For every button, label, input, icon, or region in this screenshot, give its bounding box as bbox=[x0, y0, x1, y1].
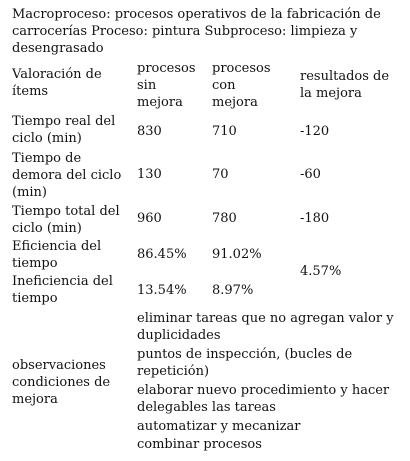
cell: 780 bbox=[212, 211, 237, 226]
observation: automatizar y mecanizar bbox=[137, 419, 301, 434]
cell: 91.02% bbox=[212, 247, 262, 262]
column-header: resultados de la mejora bbox=[300, 69, 390, 101]
row-label: observaciones condiciones de mejora bbox=[12, 358, 111, 407]
column-header: Valoración de ítems bbox=[12, 67, 102, 99]
cell: 8.97% bbox=[212, 283, 254, 298]
row-label: Tiempo real del ciclo (min) bbox=[12, 114, 116, 146]
observation: puntos de inspección, (bucles de repetic… bbox=[137, 347, 353, 379]
column-header: procesos con mejora bbox=[212, 61, 271, 110]
cell: 13.54% bbox=[137, 283, 187, 298]
cell: 70 bbox=[212, 167, 229, 182]
observation: eliminar tareas que no agregan valor y d… bbox=[137, 311, 394, 343]
cell: 4.57% bbox=[300, 264, 342, 279]
row-label: Ineficiencia del tiempo bbox=[12, 274, 113, 306]
cell: -180 bbox=[300, 211, 330, 226]
row-label: Tiempo total del ciclo (min) bbox=[12, 204, 120, 236]
cell: -120 bbox=[300, 124, 330, 139]
column-header: procesos sin mejora bbox=[137, 61, 196, 110]
observation: elaborar nuevo procedimiento y hacer del… bbox=[137, 383, 390, 415]
observation: combinar procesos bbox=[137, 437, 262, 452]
cell: -60 bbox=[300, 167, 321, 182]
cell: 130 bbox=[137, 167, 162, 182]
cell: 86.45% bbox=[137, 247, 187, 262]
cell: 710 bbox=[212, 124, 237, 139]
cell: 830 bbox=[137, 124, 162, 139]
title: Macroproceso: procesos operativos de la … bbox=[12, 7, 381, 56]
cell: 960 bbox=[137, 211, 162, 226]
row-label: Eficiencia del tiempo bbox=[12, 239, 102, 271]
row-label: Tiempo de demora del ciclo (min) bbox=[12, 151, 122, 200]
